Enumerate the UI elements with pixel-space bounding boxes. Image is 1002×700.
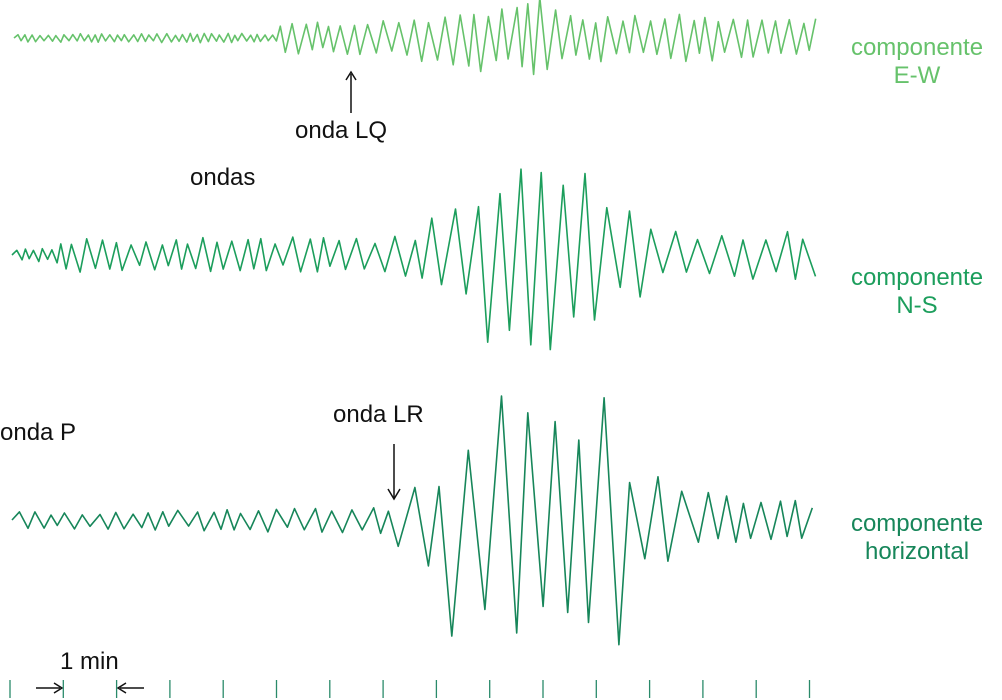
ondas-label: ondas	[190, 164, 256, 191]
ns-label-line2: N-S	[896, 292, 938, 319]
onda-p-label: onda P	[0, 419, 77, 446]
horizontal-trace	[11, 395, 814, 646]
ns-component-label: componente N-S	[832, 264, 1002, 320]
ew-component-label: componente E-W	[832, 34, 1002, 90]
onda-lq-label: onda LQ	[295, 117, 388, 144]
annotation-arrows	[36, 70, 401, 694]
time-scale-ticks	[9, 680, 811, 698]
horizontal-label-line2: horizontal	[864, 538, 970, 565]
ns-trace	[11, 168, 817, 351]
scale-arrow-left-head	[116, 682, 127, 694]
ew-label-line1: componente	[850, 34, 984, 61]
ns-label-line1: componente	[850, 264, 984, 291]
onda-lr-arrowhead	[387, 488, 401, 501]
horizontal-component-label: componente horizontal	[832, 510, 1002, 566]
scale-arrow-right-head	[53, 682, 64, 694]
ew-label-line2: E-W	[893, 62, 941, 89]
onda-lq-arrowhead	[345, 70, 357, 81]
scale-label: 1 min	[60, 648, 119, 675]
ew-trace	[13, 0, 817, 76]
onda-lr-label: onda LR	[333, 401, 424, 428]
horizontal-label-line1: componente	[850, 510, 984, 537]
